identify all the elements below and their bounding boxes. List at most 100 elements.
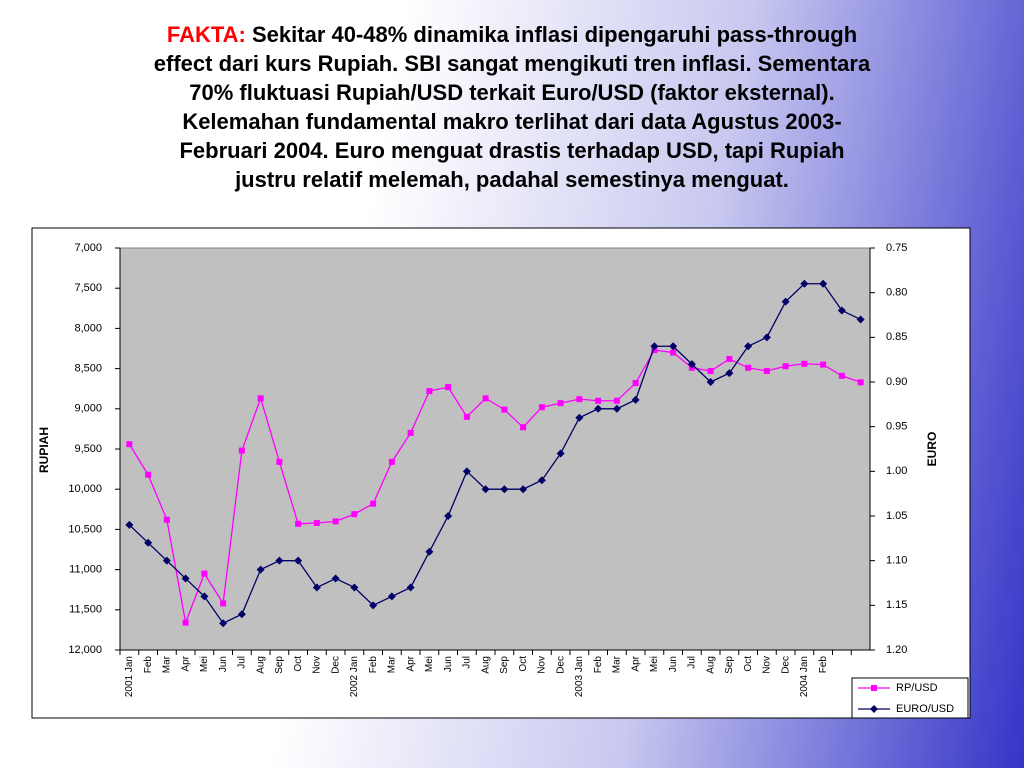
x-tick-label: Dec — [555, 656, 566, 674]
marker — [538, 404, 545, 411]
legend-marker — [871, 685, 877, 691]
x-tick-label: Feb — [593, 656, 604, 674]
y-tick-label: 9,000 — [74, 403, 102, 415]
x-tick-label: Jul — [462, 656, 473, 669]
marker — [144, 538, 153, 547]
x-tick-label: Aug — [480, 656, 491, 674]
marker — [725, 369, 734, 378]
marker — [801, 360, 808, 367]
y-tick-label: 8,000 — [74, 322, 102, 334]
marker — [762, 333, 771, 342]
marker — [501, 406, 508, 413]
marker — [706, 378, 715, 386]
marker — [145, 471, 152, 478]
marker — [612, 404, 621, 413]
marker — [351, 511, 358, 518]
marker — [632, 380, 639, 387]
x-tick-label: Mei — [649, 656, 660, 672]
marker — [444, 512, 453, 520]
series-line — [128, 349, 861, 626]
y-tick-label: 7,500 — [74, 282, 102, 294]
plot-area — [119, 247, 871, 651]
marker — [370, 500, 377, 507]
x-tick-label: Nov — [762, 656, 773, 674]
marker — [613, 397, 620, 404]
marker — [388, 458, 395, 465]
x-tick-label: 2001 Jan — [124, 656, 135, 697]
marker — [295, 520, 302, 527]
marker — [631, 395, 640, 404]
marker — [312, 583, 321, 592]
x-tick-label: Dec — [330, 656, 341, 674]
y2-tick-label: 0.85 — [886, 331, 907, 343]
marker — [126, 441, 133, 448]
y-tick-label: 10,500 — [68, 523, 102, 535]
x-tick-label: Jul — [237, 656, 248, 669]
x-tick-label: Sep — [724, 656, 735, 674]
marker — [350, 583, 359, 592]
marker — [650, 342, 659, 351]
y2-tick-label: 1.00 — [886, 465, 907, 477]
x-tick-label: Jul — [687, 656, 698, 669]
marker — [182, 619, 189, 626]
marker — [838, 372, 845, 379]
marker — [463, 413, 470, 420]
x-tick-label: Oct — [518, 656, 529, 672]
x-tick-label: 2002 Jan — [349, 656, 360, 697]
series-line — [128, 283, 861, 625]
marker — [407, 429, 414, 436]
x-tick-label: 2004 Jan — [799, 656, 810, 697]
marker — [837, 306, 846, 315]
marker — [181, 574, 190, 583]
x-tick-label: Oct — [293, 656, 304, 672]
marker — [557, 400, 564, 407]
marker — [782, 363, 789, 370]
x-tick-label: Aug — [705, 656, 716, 674]
marker — [257, 395, 264, 402]
x-tick-label: Mar — [162, 655, 173, 673]
x-tick-label: Mei — [199, 656, 210, 672]
marker — [687, 360, 696, 369]
marker — [669, 342, 678, 351]
marker — [800, 279, 809, 288]
x-tick-label: Sep — [499, 656, 510, 674]
x-tick-label: Sep — [274, 656, 285, 674]
marker — [387, 592, 396, 601]
y2-tick-label: 0.90 — [886, 376, 907, 388]
y2-tick-label: 1.05 — [886, 510, 907, 522]
x-tick-label: Mei — [424, 656, 435, 672]
title-line: justru relatif melemah, padahal semestin… — [235, 167, 789, 192]
y-tick-label: 11,500 — [69, 604, 102, 616]
marker — [576, 396, 583, 403]
x-tick-label: Jun — [218, 656, 229, 672]
marker — [332, 518, 339, 525]
y-tick-label: 9,500 — [74, 443, 102, 455]
x-tick-label: Apr — [630, 655, 641, 671]
marker — [294, 556, 303, 565]
legend-marker — [870, 705, 878, 713]
y2-tick-label: 1.10 — [886, 555, 907, 567]
marker — [726, 355, 733, 362]
title-line: Februari 2004. Euro menguat drastis terh… — [179, 138, 845, 163]
marker — [670, 349, 677, 356]
y2-tick-label: 1.15 — [886, 599, 907, 611]
marker — [763, 368, 770, 375]
marker — [745, 364, 752, 371]
x-tick-label: Feb — [818, 656, 829, 674]
y2-tick-label: 0.75 — [886, 242, 907, 254]
marker — [220, 600, 227, 607]
marker — [276, 458, 283, 465]
y-tick-label: 8,500 — [74, 363, 102, 375]
marker — [425, 547, 434, 556]
y-tick-label: 7,000 — [74, 242, 102, 254]
x-tick-label: 2003 Jan — [574, 656, 585, 697]
y-tick-label: 10,000 — [68, 483, 102, 495]
marker — [163, 516, 170, 523]
marker — [819, 279, 828, 288]
marker — [575, 413, 584, 422]
marker — [125, 520, 134, 529]
y-axis-title: RUPIAH — [37, 427, 51, 473]
x-tick-label: Aug — [255, 656, 266, 674]
